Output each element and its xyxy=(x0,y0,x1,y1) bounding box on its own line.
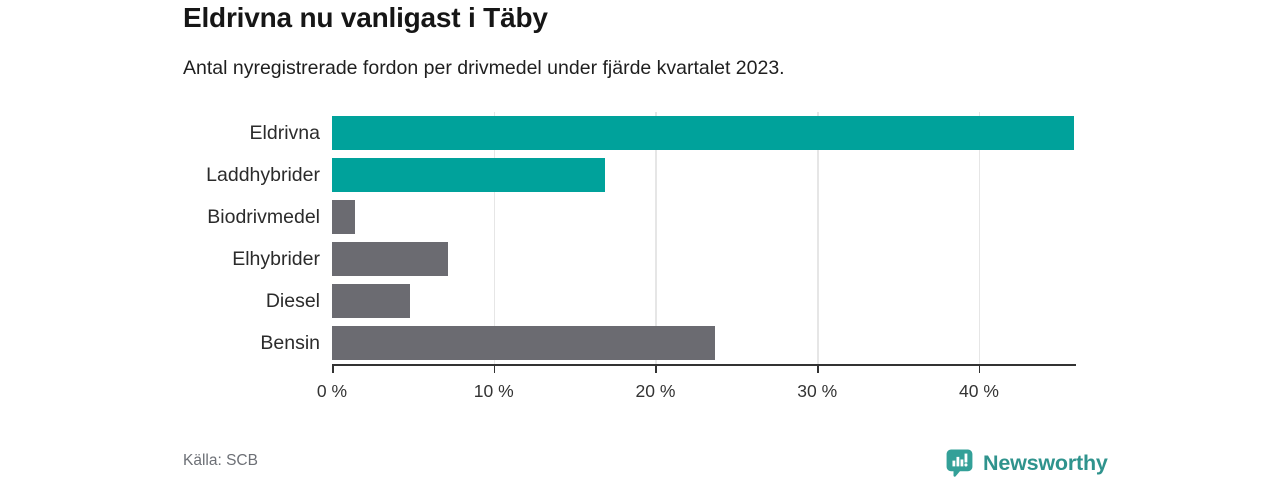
x-gridline xyxy=(817,112,819,364)
category-label-bensin: Bensin xyxy=(260,332,320,354)
bar-elhybrider xyxy=(332,242,449,276)
source-note: Källa: SCB xyxy=(183,452,258,469)
x-axis-tick-label: 10 % xyxy=(473,381,514,401)
chart-title: Eldrivna nu vanligast i Täby xyxy=(183,2,548,33)
x-gridline xyxy=(655,112,657,364)
chart-subtitle: Antal nyregistrerade fordon per drivmede… xyxy=(183,57,785,79)
x-axis-tick-label: 20 % xyxy=(635,381,676,401)
category-labels: Eldrivna Laddhybrider Biodrivmedel Elhybrid… xyxy=(100,112,320,364)
bar-bensin xyxy=(332,326,716,360)
brand-logo: Newsworthy xyxy=(945,448,1108,479)
newsworthy-bar-chart-bubble-icon xyxy=(945,448,974,479)
category-label-biodrivmedel: Biodrivmedel xyxy=(207,206,320,228)
category-label-elhybrider: Elhybrider xyxy=(232,248,320,270)
bar-diesel xyxy=(332,284,410,318)
x-axis-tick xyxy=(817,366,819,373)
x-axis-tick-label: 40 % xyxy=(959,381,999,401)
brand-wordmark: Newsworthy xyxy=(983,451,1108,475)
category-label-diesel: Diesel xyxy=(265,290,320,312)
x-axis-tick xyxy=(493,366,496,373)
x-gridline xyxy=(978,112,981,364)
category-label-eldrivna: Eldrivna xyxy=(249,122,320,144)
bar-laddhybrider xyxy=(332,158,606,192)
plot-area: 0 % 10 % 20 % 30 % 40 % xyxy=(317,112,1076,401)
bar-biodrivmedel xyxy=(332,200,355,234)
x-axis-tick-label: 30 % xyxy=(797,381,838,401)
bar-eldrivna xyxy=(332,116,1075,150)
category-label-laddhybrider: Laddhybrider xyxy=(206,164,320,186)
x-axis-tick-label: 0 % xyxy=(316,381,348,401)
x-axis-tick xyxy=(332,366,334,373)
x-gridline xyxy=(493,112,496,364)
x-axis-tick xyxy=(655,366,657,373)
x-axis-tick xyxy=(978,366,981,373)
